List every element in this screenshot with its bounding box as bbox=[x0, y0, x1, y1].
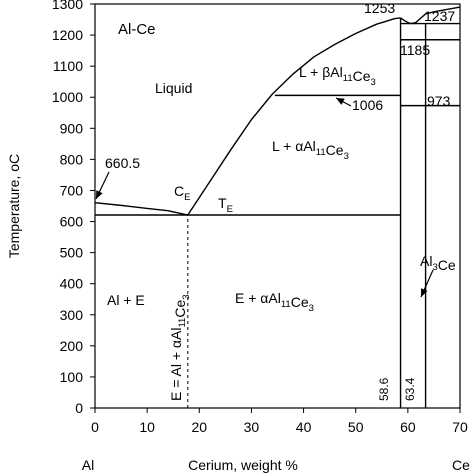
label-l-alpha: L + αAl11Ce3 bbox=[272, 138, 349, 162]
y-tick-label: 200 bbox=[60, 338, 84, 354]
label-te: TE bbox=[218, 195, 233, 215]
x-end-label-ce: Ce bbox=[452, 457, 470, 473]
label-973: 973 bbox=[427, 93, 451, 109]
x-end-label-al: Al bbox=[82, 457, 94, 473]
label-1253: 1253 bbox=[364, 0, 395, 16]
y-tick-label: 0 bbox=[75, 400, 83, 416]
y-tick-label: 1300 bbox=[52, 0, 83, 12]
x-tick-label: 50 bbox=[348, 419, 364, 435]
label-1185: 1185 bbox=[400, 42, 430, 58]
label-e-alpha: E + αAl11Ce3 bbox=[235, 290, 314, 314]
y-tick-label: 1000 bbox=[52, 89, 83, 105]
y-tick-label: 1100 bbox=[53, 58, 83, 74]
arrow-1006-head bbox=[336, 98, 345, 105]
y-tick-label: 600 bbox=[60, 214, 84, 230]
label-liquid: Liquid bbox=[155, 80, 192, 96]
label-l-beta: L + βAl11Ce3 bbox=[299, 64, 376, 88]
y-tick-label: 700 bbox=[60, 182, 84, 198]
phase-boundary bbox=[187, 17, 401, 216]
x-tick-label: 10 bbox=[139, 419, 155, 435]
label-eutectic-composition: E = Al + αAl11Ce3 bbox=[168, 294, 192, 401]
y-tick-label: 800 bbox=[60, 151, 84, 167]
phase-boundaries bbox=[94, 6, 461, 408]
label-58-6: 58.6 bbox=[377, 377, 391, 401]
axes: 0 10 20 30 40 50 60 700100200300400500600700800… bbox=[6, 0, 470, 473]
label-al-e: Al + E bbox=[107, 292, 145, 308]
y-tick-label: 400 bbox=[60, 276, 84, 292]
y-tick-label: 100 bbox=[60, 369, 84, 385]
label-al3ce: Al3Ce bbox=[420, 253, 456, 273]
label-63-4: 63.4 bbox=[403, 377, 417, 401]
plot-frame bbox=[94, 3, 461, 409]
arrow-al3ce-head bbox=[421, 288, 428, 297]
y-tick-label: 900 bbox=[60, 120, 84, 136]
label-1237: 1237 bbox=[424, 8, 455, 24]
label-1006: 1006 bbox=[352, 97, 383, 113]
label-ce: CE bbox=[174, 183, 190, 203]
y-tick-label: 500 bbox=[60, 245, 84, 261]
x-tick-label: 60 bbox=[400, 419, 416, 435]
x-tick-label: 20 bbox=[191, 419, 207, 435]
diagram-title-label: Al-Ce bbox=[118, 21, 156, 38]
y-tick-label: 300 bbox=[60, 307, 84, 323]
phase-boundary bbox=[94, 202, 188, 216]
label-melting-al: 660.5 bbox=[105, 155, 140, 171]
y-axis-title: Temperature, oC bbox=[6, 154, 22, 258]
y-tick-label: 1200 bbox=[52, 27, 83, 43]
x-axis-title: Cerium, weight % bbox=[188, 457, 298, 473]
x-tick-label: 40 bbox=[296, 419, 312, 435]
annotations: Al-Ce Liquid 660.5 1253 1237 1185 973 1006 L + β… bbox=[95, 0, 456, 401]
x-tick-label: 30 bbox=[244, 419, 260, 435]
phase-boundary bbox=[400, 6, 461, 25]
x-tick-label: 70 bbox=[452, 419, 468, 435]
x-tick-label: 0 bbox=[91, 419, 99, 435]
arrow-melting-al-head bbox=[96, 190, 103, 199]
